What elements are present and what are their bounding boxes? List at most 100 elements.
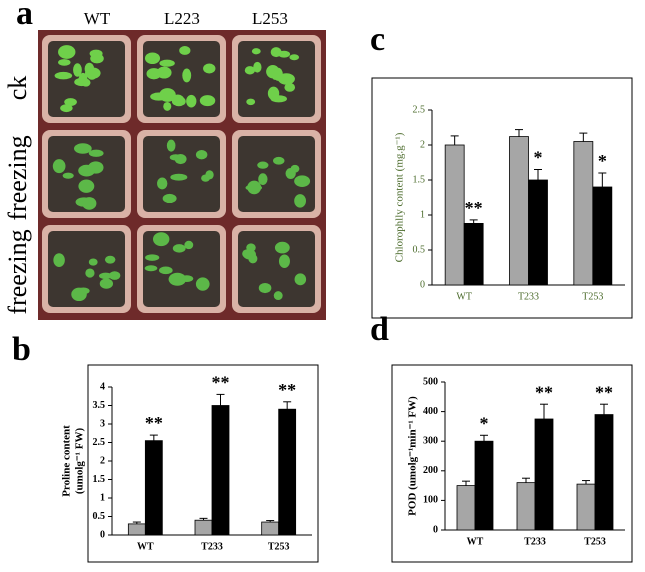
- leaf: [284, 82, 296, 92]
- leaf: [246, 243, 256, 252]
- leaf: [78, 164, 96, 177]
- leaf: [203, 63, 216, 74]
- y-tick-label: 0.5: [93, 511, 106, 522]
- leaf: [54, 71, 73, 80]
- leaf: [257, 161, 269, 169]
- x-tick-label: T233: [524, 536, 546, 547]
- leaf: [90, 53, 104, 64]
- leaf: [248, 254, 258, 264]
- leaf: [88, 258, 98, 266]
- panel-frame: [391, 364, 633, 563]
- panel-label: a: [16, 0, 33, 32]
- leaf: [246, 98, 256, 106]
- bar: [534, 418, 554, 531]
- leaf: [156, 66, 172, 79]
- y-tick-label: 2.5: [93, 437, 106, 448]
- leaf: [201, 174, 210, 182]
- x-tick-label: WT: [137, 541, 154, 552]
- leaf: [258, 173, 268, 185]
- y-tick-label: 0: [420, 279, 425, 290]
- leaf: [267, 86, 280, 101]
- leaf: [108, 271, 121, 280]
- leaf: [145, 254, 160, 261]
- leaf: [73, 143, 92, 154]
- leaf: [162, 193, 177, 204]
- bar: [463, 222, 484, 286]
- leaf: [290, 164, 300, 173]
- leaf: [278, 50, 291, 58]
- y-axis-label: (umolg⁻¹ FW): [74, 428, 86, 495]
- leaf: [62, 172, 74, 179]
- y-tick-label: 1: [420, 209, 425, 220]
- leaf: [64, 98, 77, 106]
- leaf: [163, 101, 172, 111]
- photo: [42, 35, 321, 313]
- row-label: freezing: [3, 229, 32, 314]
- leaf: [277, 73, 295, 85]
- panel-label: d: [370, 311, 389, 348]
- bar: [474, 440, 494, 531]
- leaf: [58, 45, 76, 59]
- bar: [528, 179, 548, 286]
- bar: [516, 482, 536, 531]
- leaf: [98, 272, 113, 280]
- leaf: [199, 95, 216, 107]
- bar: [444, 144, 465, 286]
- x-tick-label: WT: [456, 291, 472, 302]
- leaf: [289, 54, 300, 61]
- bar: [127, 523, 146, 536]
- leaf: [170, 173, 188, 181]
- leaf: [274, 241, 290, 254]
- leaf: [169, 154, 182, 161]
- leaf: [74, 77, 89, 87]
- y-tick-label: 0: [433, 524, 438, 535]
- bar: [594, 414, 614, 531]
- significance-mark: **: [465, 198, 483, 218]
- y-axis-label: Chlorophlly content (mg.g⁻¹): [394, 132, 406, 262]
- x-tick-label: T253: [584, 536, 606, 547]
- soil: [238, 231, 315, 307]
- bar: [509, 136, 529, 286]
- leaf: [150, 92, 168, 101]
- significance-mark: *: [480, 413, 489, 433]
- bar: [278, 408, 297, 536]
- leaf: [104, 255, 116, 264]
- leaf: [171, 96, 186, 107]
- y-tick-label: 200: [423, 465, 438, 476]
- bar: [592, 186, 613, 286]
- significance-mark: **: [278, 380, 296, 400]
- x-tick-label: WT: [467, 536, 484, 547]
- leaf: [158, 266, 173, 275]
- significance-mark: **: [145, 413, 163, 433]
- leaf: [247, 180, 262, 195]
- leaf: [273, 156, 285, 165]
- leaf: [258, 282, 272, 294]
- x-tick-label: T233: [518, 291, 539, 302]
- significance-mark: *: [534, 148, 543, 168]
- bar: [261, 521, 280, 536]
- significance-mark: **: [535, 382, 553, 402]
- y-tick-label: 0.5: [413, 244, 426, 255]
- bar: [144, 440, 163, 536]
- leaf: [159, 59, 175, 67]
- y-axis-label: POD (umolg⁻¹min⁻¹ FW): [407, 396, 419, 516]
- y-tick-label: 2: [100, 455, 105, 466]
- y-tick-label: 2: [420, 139, 425, 150]
- leaf: [168, 272, 187, 286]
- panel-label: c: [370, 21, 385, 58]
- leaf: [85, 268, 95, 278]
- y-tick-label: 4: [100, 381, 105, 392]
- significance-mark: **: [212, 373, 230, 393]
- leaf: [294, 194, 307, 208]
- significance-mark: **: [595, 382, 613, 402]
- leaf: [88, 149, 104, 157]
- x-tick-label: T233: [201, 541, 223, 552]
- leaf: [253, 61, 262, 73]
- column-label: L223: [164, 9, 200, 28]
- y-tick-label: 3: [100, 418, 105, 429]
- leaf: [152, 232, 170, 247]
- column-label: L253: [252, 9, 288, 28]
- y-tick-label: 2.5: [413, 104, 426, 115]
- row-label: ck: [3, 76, 32, 101]
